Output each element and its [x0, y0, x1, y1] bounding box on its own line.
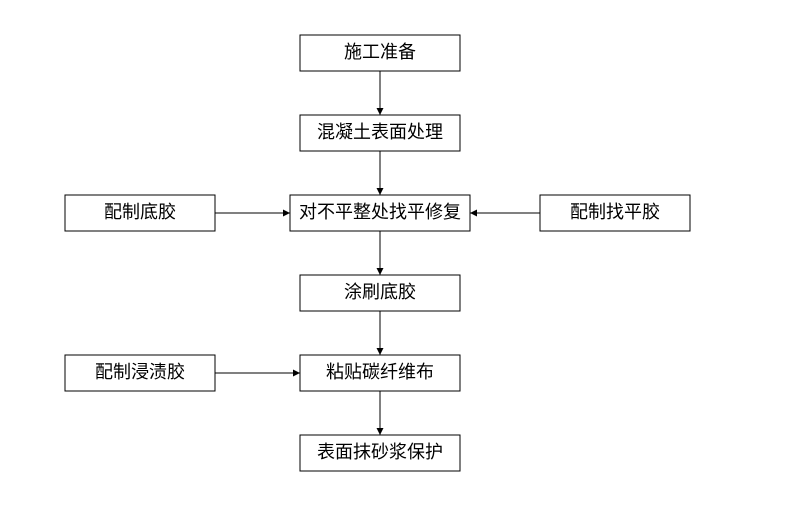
node-label: 对不平整处找平修复	[299, 202, 461, 222]
flowchart-node-s1: 配制底胶	[65, 195, 215, 231]
node-label: 配制底胶	[104, 202, 176, 222]
node-label: 施工准备	[344, 42, 416, 62]
flowchart-node-n1: 施工准备	[300, 35, 460, 71]
node-label: 粘贴碳纤维布	[326, 362, 434, 382]
flowchart-node-n4: 涂刷底胶	[300, 275, 460, 311]
node-label: 配制浸渍胶	[95, 362, 185, 382]
node-label: 涂刷底胶	[344, 282, 416, 302]
node-label: 配制找平胶	[570, 202, 660, 222]
node-label: 表面抹砂浆保护	[317, 442, 443, 462]
node-label: 混凝土表面处理	[317, 122, 443, 142]
flowchart-node-s2: 配制找平胶	[540, 195, 690, 231]
flowchart-node-s3: 配制浸渍胶	[65, 355, 215, 391]
flowchart-canvas: 施工准备混凝土表面处理对不平整处找平修复涂刷底胶粘贴碳纤维布表面抹砂浆保护 配制底…	[0, 0, 800, 530]
flowchart-node-n3: 对不平整处找平修复	[290, 195, 470, 231]
flowchart-node-n2: 混凝土表面处理	[300, 115, 460, 151]
flowchart-node-n6: 表面抹砂浆保护	[300, 435, 460, 471]
flowchart-node-n5: 粘贴碳纤维布	[300, 355, 460, 391]
